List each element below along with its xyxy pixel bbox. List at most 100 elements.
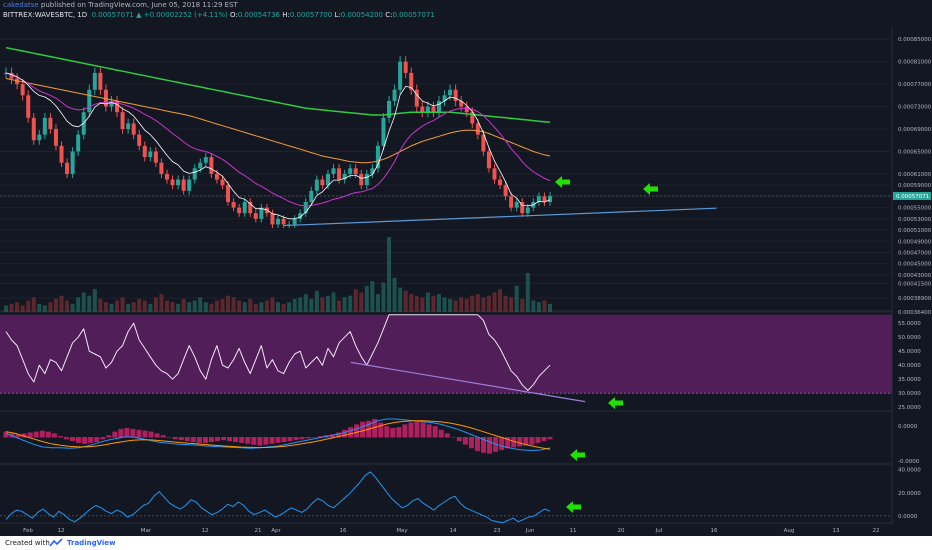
macd-histogram-bar (517, 437, 523, 447)
volume-bar (42, 305, 47, 312)
candle-body (59, 145, 64, 163)
candle-body (375, 145, 380, 169)
macd-histogram-bar (257, 437, 263, 446)
candle-body (409, 72, 414, 90)
macd-histogram-bar (499, 437, 505, 451)
macd-histogram-bar (432, 426, 438, 438)
candle-body (314, 179, 319, 191)
volume-bar (542, 300, 547, 312)
time-tick-label: 12 (58, 528, 65, 534)
volume-bar (303, 294, 308, 312)
author-link[interactable]: cakedatse (3, 1, 39, 9)
candle-body (220, 179, 225, 186)
macd-histogram-bar (269, 437, 275, 444)
macd-histogram-bar (190, 437, 196, 442)
chart-canvas[interactable]: 0.00036400 0.00038900 0.00041500 0.00043000… (0, 0, 932, 536)
time-tick-label: Mar (141, 528, 152, 534)
macd-tick-label: -0.0000 (898, 459, 920, 465)
macd-histogram-bar (396, 427, 402, 438)
candle-body (20, 84, 25, 96)
time-tick-label: Jun (525, 528, 535, 534)
time-tick-label: May (396, 528, 408, 534)
macd-histogram-bar (209, 437, 215, 442)
macd-histogram-bar (130, 428, 136, 438)
candle-body (392, 89, 397, 101)
candle-body (148, 151, 153, 158)
volume-bar (148, 303, 153, 312)
volume-bar (459, 297, 464, 312)
candle-body (65, 162, 70, 174)
macd-histogram-bar (487, 437, 493, 454)
candle-body (26, 95, 31, 118)
macd-histogram-bar (535, 437, 541, 443)
candle-body (509, 196, 514, 208)
price-tick-label: 0.00077000 (898, 82, 932, 88)
volume-bar (87, 295, 92, 312)
candle-body (98, 72, 103, 90)
candle-body (387, 100, 392, 118)
ma200-line (5, 46, 551, 124)
macd-histogram-bar (305, 437, 311, 439)
volume-bar (320, 297, 325, 312)
volume-bar (464, 298, 469, 312)
candle-body (226, 185, 231, 202)
volume-bar (103, 302, 108, 312)
volume-bar (409, 294, 414, 312)
close-label: C: (385, 11, 393, 19)
volume-bar (536, 302, 541, 312)
macd-histogram-bar (523, 437, 529, 446)
green-arrow-icon (555, 176, 570, 188)
candle-body (87, 89, 92, 113)
macd-histogram-bar (462, 437, 468, 445)
candle-body (525, 207, 530, 214)
candle-body (131, 123, 136, 135)
macd-histogram-bar (148, 431, 154, 438)
macd-histogram-bar (354, 424, 360, 438)
volume-bar (237, 300, 242, 312)
price-tick-label: 0.00081000 (898, 60, 932, 66)
volume-bar (331, 292, 336, 312)
macd-histogram-bar (57, 436, 63, 438)
macd-histogram-bar (541, 437, 547, 442)
price-tick-label: 0.00036400 (898, 310, 932, 316)
rsi-pane[interactable] (0, 314, 892, 403)
macd-pane[interactable] (3, 418, 553, 454)
price-tick-label: 0.00059000 (898, 183, 932, 189)
macd-histogram-bar (82, 437, 88, 444)
volume-bar (375, 294, 380, 312)
time-axis: Feb 12 Mar 12 21 Apr 16 May 14 23 Jun 11 20 Jul 16 Aug 1… (23, 528, 879, 534)
price-tick-label: 0.00053000 (898, 217, 932, 223)
candle-body (92, 72, 97, 90)
symbol-label: BITTREX:WAVESBTC, 1D (3, 11, 88, 19)
price-pane[interactable] (0, 46, 892, 312)
green-arrow-icon (608, 397, 623, 409)
volume-bar (387, 237, 392, 312)
volume-bar (425, 292, 430, 312)
arrow-trendline (643, 183, 658, 195)
candle-body (214, 173, 219, 180)
time-tick-label: Aug (784, 528, 795, 534)
tradingview-brand-link[interactable]: TradingView (67, 539, 116, 547)
volume-bar (31, 297, 36, 312)
green-arrow-icon (643, 183, 658, 195)
volume-bar (309, 298, 314, 312)
rsi-tick-label: 25.0000 (898, 405, 921, 411)
macd-histogram-bar (450, 437, 456, 438)
time-tick-label: 12 (202, 528, 209, 534)
oscillator-pane[interactable] (0, 471, 892, 524)
grid-lines (0, 28, 893, 524)
macd-histogram-bar (329, 434, 335, 438)
macd-histogram-bar (227, 437, 233, 442)
macd-histogram-bar (426, 424, 432, 438)
candle-body (481, 134, 486, 152)
candle-body (359, 173, 364, 186)
ma50-line (5, 78, 551, 164)
volume-bar (20, 305, 25, 312)
time-tick-label: 16 (340, 528, 347, 534)
macd-histogram-bar (384, 426, 390, 438)
rsi-trendline (350, 361, 586, 403)
volume-bar (392, 277, 397, 312)
candle-body (425, 106, 430, 113)
arrow-rsi (608, 397, 623, 409)
candle-body (403, 61, 408, 73)
